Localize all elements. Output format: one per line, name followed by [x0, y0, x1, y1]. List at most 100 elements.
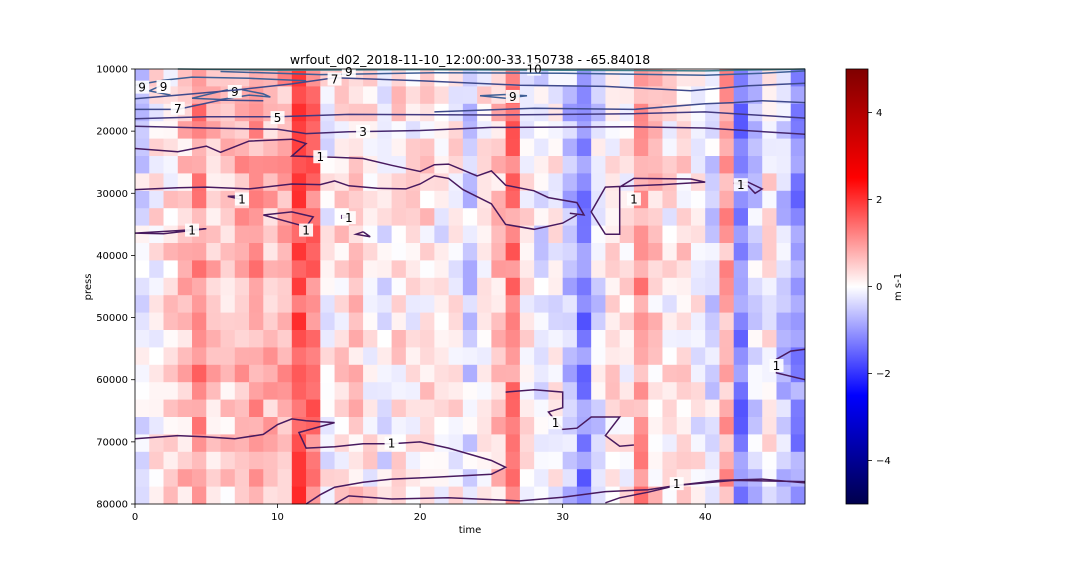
heatmap-cell: [448, 190, 464, 209]
heatmap-cell: [562, 451, 578, 470]
heatmap-cell: [363, 103, 378, 122]
heatmap-cell: [548, 330, 564, 348]
heatmap-cell: [420, 190, 435, 209]
heatmap-cell: [405, 330, 421, 348]
heatmap-cell: [206, 173, 221, 192]
heatmap-cell: [762, 399, 777, 418]
heatmap-cell: [690, 69, 706, 87]
heatmap-cell: [477, 312, 492, 331]
heatmap-cell: [434, 277, 450, 296]
heatmap-cell: [591, 469, 606, 487]
heatmap-cell: [377, 138, 392, 157]
heatmap-cell: [405, 486, 421, 505]
contour-label: 1: [188, 224, 196, 238]
heatmap-cell: [306, 277, 321, 296]
heatmap-cell: [776, 417, 792, 435]
heatmap-cell: [762, 173, 777, 192]
heatmap-cell: [249, 330, 264, 348]
heatmap-cell: [306, 190, 321, 209]
x-tick-label: 10: [271, 512, 284, 523]
heatmap-cell: [548, 451, 564, 470]
heatmap-cell: [434, 399, 450, 418]
heatmap-cell: [790, 225, 806, 244]
heatmap-cell: [420, 277, 435, 296]
heatmap-cell: [690, 347, 706, 366]
heatmap-cell: [519, 469, 535, 487]
heatmap-cell: [420, 364, 435, 383]
heatmap-cell: [747, 69, 763, 87]
heatmap-cell: [348, 86, 364, 105]
heatmap-cell: [363, 295, 378, 313]
heatmap-cell: [605, 469, 621, 487]
heatmap-cell: [434, 382, 450, 400]
heatmap-cell: [605, 277, 621, 296]
heatmap-cell: [548, 295, 564, 313]
heatmap-cell: [291, 86, 307, 105]
heatmap-cell: [177, 190, 193, 209]
heatmap-cell: [177, 486, 193, 505]
heatmap-cell: [377, 330, 392, 348]
heatmap-cell: [149, 156, 164, 174]
heatmap-cell: [163, 312, 179, 331]
heatmap-cell: [733, 208, 749, 226]
chart-title: wrfout_d02_2018-11-10_12:00:00-33.150738…: [290, 52, 650, 67]
heatmap-cell: [733, 330, 749, 348]
heatmap-cell: [220, 469, 236, 487]
heatmap-cell: [776, 243, 792, 261]
contour-label-bg: [505, 89, 520, 103]
heatmap-cell: [562, 364, 578, 383]
heatmap-cell: [633, 156, 649, 174]
heatmap-cell: [334, 330, 350, 348]
heatmap-cell: [291, 451, 307, 470]
heatmap-cell: [633, 243, 649, 261]
heatmap-cell: [705, 277, 720, 296]
colorbar-tick-label: −4: [876, 456, 891, 467]
heatmap-cell: [662, 295, 678, 313]
heatmap-cell: [762, 295, 777, 313]
heatmap-cell: [192, 364, 207, 383]
heatmap-cell: [676, 312, 692, 331]
heatmap-cell: [149, 451, 164, 470]
heatmap-cell: [320, 469, 335, 487]
heatmap-cell: [762, 417, 777, 435]
heatmap-cell: [363, 364, 378, 383]
heatmap-cell: [405, 138, 421, 157]
heatmap-cell: [192, 156, 207, 174]
heatmap-cell: [633, 295, 649, 313]
heatmap-cell: [234, 295, 250, 313]
heatmap-cell: [135, 399, 150, 418]
heatmap-cell: [676, 399, 692, 418]
heatmap-cell: [705, 434, 720, 453]
heatmap-cell: [619, 434, 635, 453]
contour-line: [134, 111, 806, 120]
heatmap-cell: [234, 243, 250, 261]
heatmap-cell: [306, 364, 321, 383]
heatmap-cell: [434, 243, 450, 261]
heatmap-cell: [733, 295, 749, 313]
contour-label: 10: [527, 63, 542, 77]
heatmap-cell: [263, 138, 278, 157]
heatmap-cell: [519, 451, 535, 470]
heatmap-cell: [662, 173, 678, 192]
heatmap-cell: [505, 190, 521, 209]
heatmap-cell: [348, 382, 364, 400]
heatmap-cell: [676, 156, 692, 174]
heatmap-cell: [790, 190, 806, 209]
heatmap-cell: [320, 208, 335, 226]
heatmap-cell: [334, 138, 350, 157]
heatmap-cell: [591, 121, 606, 139]
heatmap-cell: [505, 347, 521, 366]
heatmap-cell: [491, 173, 507, 192]
heatmap-cell: [163, 417, 179, 435]
heatmap-cell: [363, 225, 378, 244]
heatmap-cell: [462, 225, 478, 244]
heatmap-cell: [790, 277, 806, 296]
heatmap-cell: [519, 399, 535, 418]
heatmap-cell: [790, 312, 806, 331]
heatmap-cell: [220, 277, 236, 296]
heatmap-cell: [220, 138, 236, 157]
heatmap-cell: [334, 156, 350, 174]
heatmap-cell: [405, 312, 421, 331]
heatmap-cell: [747, 121, 763, 139]
heatmap-cell: [762, 451, 777, 470]
